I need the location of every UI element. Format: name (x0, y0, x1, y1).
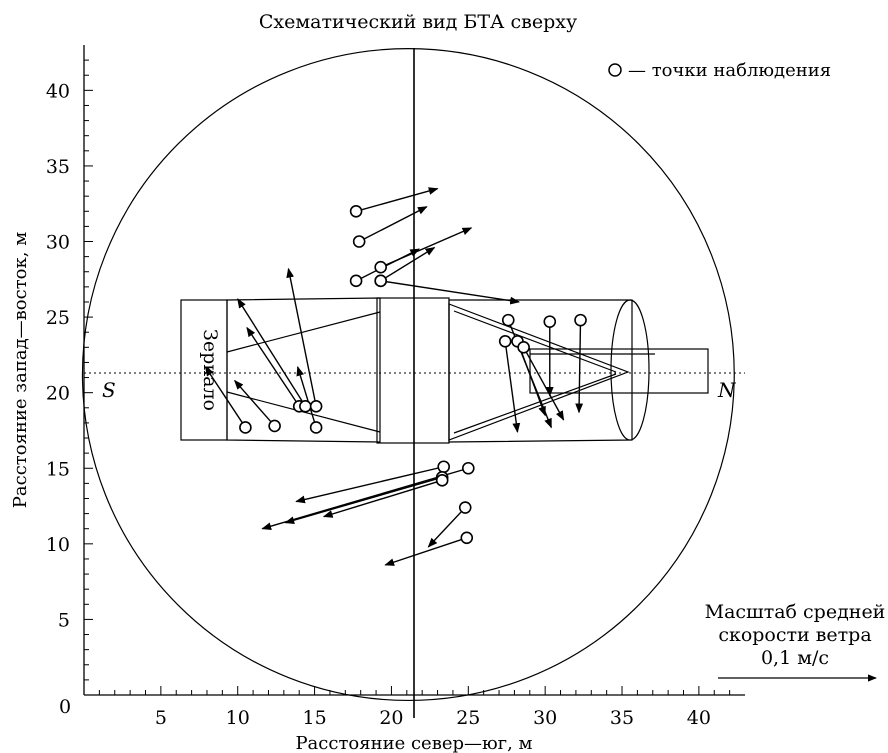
y-axis-ticks: 5 10 15 20 25 30 35 40 (46, 59, 93, 681)
observation-point-marker (462, 461, 475, 475)
y-tick-label: 40 (46, 80, 70, 102)
wind-vector-arrow (355, 187, 439, 212)
observation-point-marker (374, 274, 387, 288)
observation-point-marker (458, 501, 472, 514)
wind-vector-arrow (233, 379, 276, 427)
cone-inner-line (453, 373, 617, 434)
figure-title: Схематический вид БТА сверху (259, 11, 577, 33)
wind-vector-arrow (296, 366, 317, 428)
x-tick-label: 5 (155, 707, 167, 729)
observation-point-marker (309, 399, 323, 413)
wind-vector-arrow (246, 326, 300, 407)
y-tick-label: 5 (58, 609, 70, 631)
wind-vectors (204, 187, 584, 566)
wind-vector-arrow (284, 476, 443, 524)
wind-vector-arrow (427, 507, 466, 548)
legend-text: — точки наблюдения (628, 60, 831, 81)
y-tick-label: 10 (46, 534, 70, 556)
wind-vector-arrow (516, 341, 546, 417)
scale-label-line3: 0,1 м/с (761, 647, 829, 669)
x-tick-label: 25 (456, 707, 480, 729)
wind-vector-arrow (504, 341, 521, 433)
y-tick-label: 15 (46, 458, 70, 480)
tube-lower-section (226, 297, 381, 443)
legend: — точки наблюдения (608, 60, 831, 81)
wind-vector-arrow (204, 366, 246, 428)
x-tick-label: 10 (226, 707, 250, 729)
north-label: N (717, 378, 737, 402)
observation-point-marker (299, 399, 312, 413)
x-tick-label: 30 (533, 707, 557, 729)
wind-vector-arrow (237, 298, 306, 407)
observation-point-marker (349, 274, 363, 288)
observation-point-marker (574, 313, 587, 327)
observation-point-marker (498, 334, 512, 348)
cone-inner-line (453, 310, 617, 373)
wind-vector-arrow (358, 206, 428, 243)
observation-point-marker (435, 474, 449, 487)
prime-focus-cone (448, 303, 630, 441)
observation-point-marker (349, 204, 363, 218)
x-tick-label: 0 (59, 696, 71, 718)
observation-point-marker (543, 315, 557, 328)
x-tick-label: 15 (302, 707, 326, 729)
x-tick-label: 40 (687, 707, 711, 729)
observation-point-marker (460, 531, 474, 545)
wind-vector-arrow (384, 537, 467, 566)
scale-label-line2: скорости ветра (718, 624, 871, 646)
observation-point-marker (239, 421, 252, 434)
legend-marker-icon (608, 63, 622, 77)
x-tick-label: 20 (379, 707, 403, 729)
observation-point-marker (437, 460, 451, 474)
wind-scale: Масштаб средней скорости ветра 0,1 м/с (705, 601, 886, 682)
wind-vector-arrow (523, 346, 565, 421)
cabin-box (529, 348, 709, 394)
observation-point-marker (309, 421, 323, 434)
wind-vector-arrow (575, 320, 584, 414)
y-tick-label: 35 (46, 156, 70, 178)
observation-point-marker (352, 235, 366, 248)
observation-point-marker (268, 419, 281, 433)
wind-vector-arrow (295, 466, 444, 504)
y-tick-label: 20 (46, 383, 70, 405)
tube-aperture-ring (610, 299, 650, 441)
mirror-label: Зеркало (199, 329, 221, 411)
observation-point-marker (501, 313, 515, 327)
y-axis-label: Расстояние запад—восток, м (10, 232, 31, 508)
y-tick-label: 25 (46, 307, 70, 329)
telescope-outline (81, 48, 745, 718)
wind-vector-arrow (286, 267, 317, 407)
observation-point-marker (517, 341, 530, 354)
observation-points (239, 204, 587, 545)
south-label: S (102, 378, 116, 402)
tube-diagonal-upper (226, 311, 381, 353)
y-tick-label: 30 (46, 232, 70, 254)
observation-point-marker (374, 260, 387, 274)
x-tick-label: 35 (610, 707, 634, 729)
dome-circle (81, 48, 735, 702)
scale-label-line1: Масштаб средней (705, 601, 886, 623)
wind-vector-arrow (380, 227, 473, 268)
wind-vector-arrow (380, 246, 436, 282)
wind-vector-arrow (380, 280, 520, 305)
wind-vector-arrow (261, 467, 469, 530)
x-axis-label: Расстояние север—юг, м (295, 733, 532, 753)
tube-upper-section (448, 299, 633, 443)
wind-vector-arrow (322, 479, 443, 518)
tube-central-block (376, 297, 450, 444)
x-axis-ticks: 0 5 10 15 20 25 30 35 40 (59, 686, 731, 729)
